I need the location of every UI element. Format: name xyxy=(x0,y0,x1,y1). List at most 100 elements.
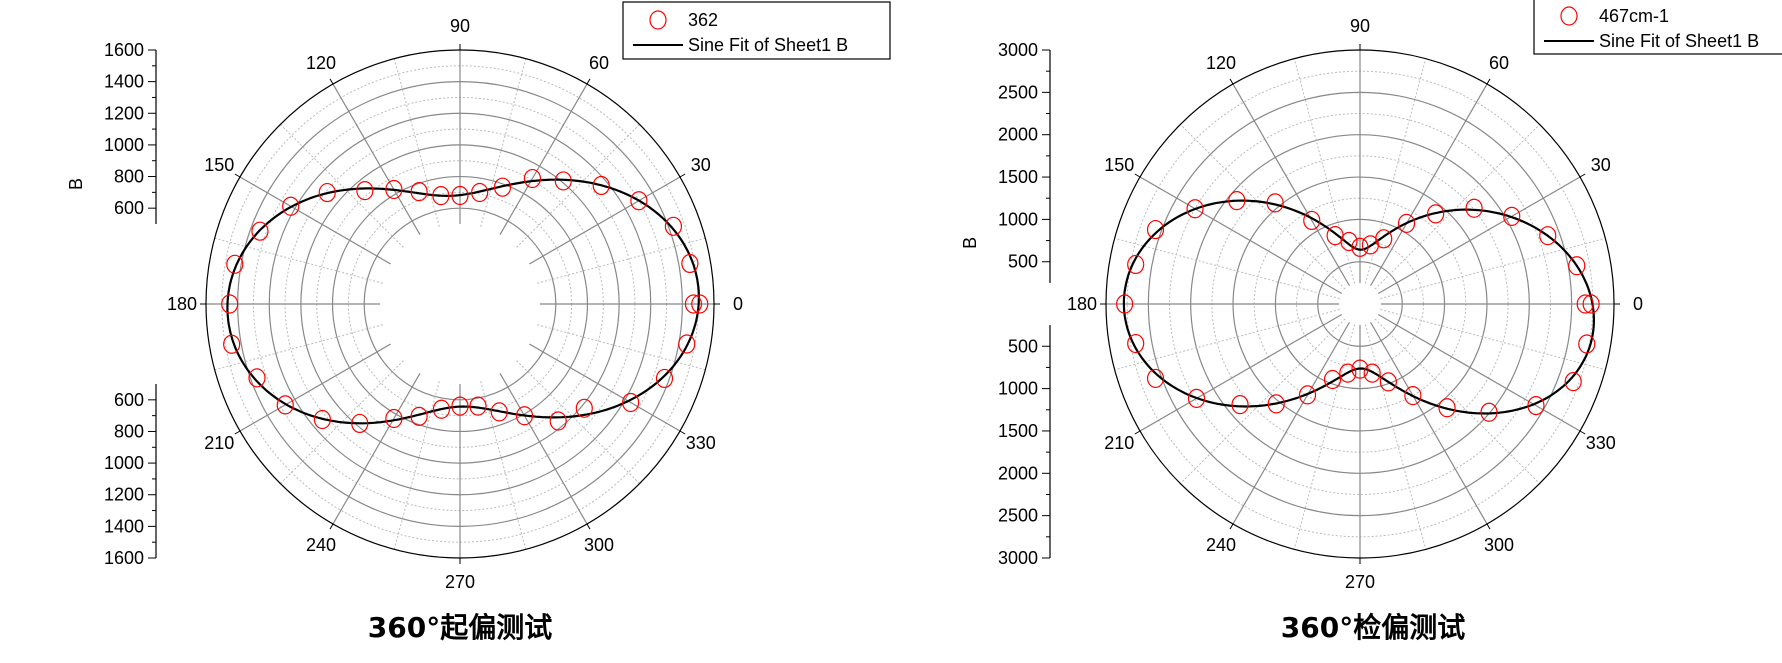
angular-tick-label: 270 xyxy=(1345,572,1375,592)
data-point xyxy=(1503,206,1521,226)
radial-tick-label: 1600 xyxy=(104,40,144,60)
radial-axis-label: B xyxy=(66,178,86,190)
data-point xyxy=(313,409,331,430)
grid-spoke xyxy=(528,343,681,432)
data-points xyxy=(221,168,709,434)
angular-tick-label: 0 xyxy=(733,294,743,314)
grid-spoke xyxy=(516,124,640,248)
angular-tick xyxy=(234,173,241,178)
angular-tick-label: 30 xyxy=(691,155,711,175)
data-point xyxy=(1564,372,1582,392)
angular-tick-label: 210 xyxy=(204,433,234,453)
radial-tick-label: 800 xyxy=(114,421,144,441)
data-point xyxy=(575,398,593,418)
data-point xyxy=(432,399,451,419)
data-point xyxy=(549,411,567,431)
grid-spoke xyxy=(1377,176,1581,294)
radial-axis-label: B xyxy=(960,237,980,249)
radial-tick-label: 1000 xyxy=(998,379,1038,399)
data-point xyxy=(490,402,508,422)
data-point xyxy=(684,294,703,314)
angular-tick xyxy=(1579,173,1586,178)
legend-box xyxy=(622,1,891,60)
grid-spoke xyxy=(332,372,421,525)
legend-label-points: 362 xyxy=(688,10,718,30)
angular-tick xyxy=(679,430,686,435)
grid-spoke xyxy=(393,58,440,227)
radial-tick-label: 1600 xyxy=(104,548,144,568)
radial-tick-label: 500 xyxy=(1008,336,1038,356)
data-point xyxy=(276,395,294,415)
data-point xyxy=(1339,363,1357,383)
radial-tick-label: 600 xyxy=(114,390,144,410)
grid-spoke xyxy=(499,372,588,525)
data-point xyxy=(1361,235,1380,255)
angular-tick-label: 60 xyxy=(1489,53,1509,73)
grid-spoke xyxy=(214,237,383,284)
grid-spoke xyxy=(393,381,440,550)
angular-tick-label: 300 xyxy=(1484,535,1514,555)
radial-tick-label: 1000 xyxy=(104,453,144,473)
data-point xyxy=(282,196,300,216)
legend-marker-icon xyxy=(1560,6,1578,26)
legend: 467cm-1 Sine Fit of Sheet1 B xyxy=(1533,0,1782,55)
grid-spoke xyxy=(1380,308,1606,371)
grid-spoke xyxy=(280,360,404,484)
angular-tick xyxy=(1486,523,1491,530)
grid-spoke xyxy=(499,83,588,236)
data-point xyxy=(469,396,487,416)
data-point xyxy=(1427,204,1445,224)
data-point xyxy=(351,413,369,434)
angular-tick-label: 60 xyxy=(589,53,609,73)
radial-tick-label: 2500 xyxy=(998,506,1038,526)
data-point xyxy=(223,334,241,354)
data-point xyxy=(1351,359,1369,379)
radial-tick-label: 1400 xyxy=(104,516,144,536)
grid-spoke xyxy=(1370,83,1488,287)
data-point xyxy=(1438,398,1456,418)
grid-spoke xyxy=(1380,237,1606,300)
grid-spoke xyxy=(1364,58,1427,284)
angular-tick-label: 150 xyxy=(204,155,234,175)
radial-tick-label: 800 xyxy=(114,167,144,187)
radial-tick-label: 1000 xyxy=(998,209,1038,229)
grid-circle xyxy=(363,207,557,401)
angular-tick-label: 0 xyxy=(1633,294,1643,314)
angular-tick-label: 300 xyxy=(584,535,614,555)
radial-tick-label: 1500 xyxy=(998,421,1038,441)
data-point xyxy=(1298,385,1317,405)
data-point xyxy=(1266,193,1284,213)
grid-spoke xyxy=(516,360,640,484)
legend-label-fit: Sine Fit of Sheet1 B xyxy=(1599,31,1759,51)
angular-tick xyxy=(586,523,591,530)
grid-spoke xyxy=(528,176,681,265)
angular-tick-label: 120 xyxy=(1206,53,1236,73)
angular-tick xyxy=(329,523,334,530)
polar-chart-2: 0 30 60 90 120 150 180 210 240 270 300 330 500 1000 15… xyxy=(960,0,1782,644)
grid xyxy=(206,50,714,558)
data-point xyxy=(1146,368,1165,389)
data-point xyxy=(1267,394,1285,414)
radial-tick-label: 500 xyxy=(1008,252,1038,272)
angular-tick xyxy=(1229,78,1234,85)
radial-tick-label: 1000 xyxy=(104,135,144,155)
data-point xyxy=(1231,395,1249,415)
data-points xyxy=(1116,191,1600,422)
data-point xyxy=(1539,226,1557,246)
data-point xyxy=(493,177,512,197)
data-point xyxy=(523,168,542,189)
radial-tick-label: 1400 xyxy=(104,72,144,92)
sine-fit-line xyxy=(1122,199,1596,415)
data-point xyxy=(410,406,428,426)
radial-tick-label: 2000 xyxy=(998,463,1038,483)
data-point xyxy=(471,182,489,203)
radial-tick-label: 1200 xyxy=(104,485,144,505)
angular-tick xyxy=(1486,78,1491,85)
radial-tick-label: 3000 xyxy=(998,40,1038,60)
angular-tick-label: 120 xyxy=(306,53,336,73)
chart-title: 360°检偏测试 xyxy=(1281,611,1465,644)
grid-spoke xyxy=(1180,124,1346,290)
data-point xyxy=(515,406,534,426)
legend-box xyxy=(1533,0,1782,55)
data-point xyxy=(592,175,610,196)
